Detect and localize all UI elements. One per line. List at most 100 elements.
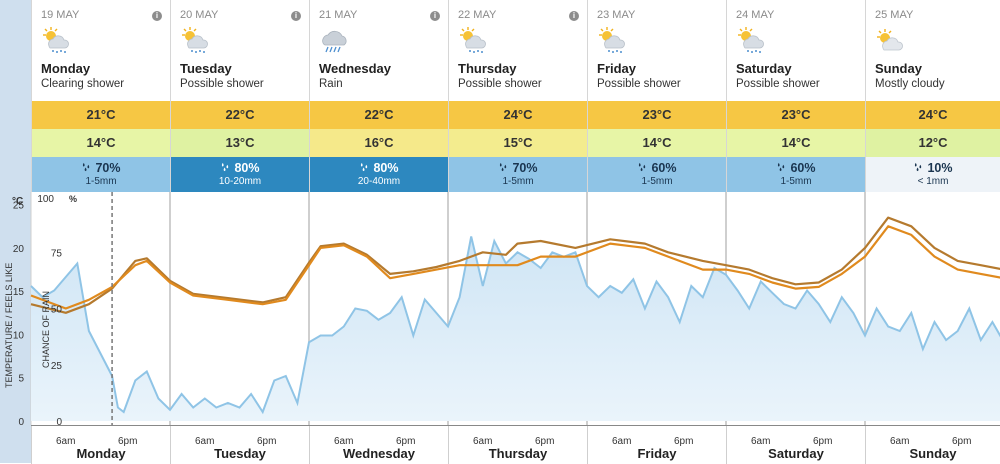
day-description: Mostly cloudy (875, 78, 945, 90)
rain-chance: 60% (651, 161, 677, 175)
day-column-tuesday[interactable]: 20 MAY i Tuesday Possible shower 22°C 13°C 80%… (170, 0, 309, 192)
hour-label-6pm: 6pm (535, 436, 555, 447)
hour-label-6am: 6am (612, 436, 632, 447)
rain-chance: 70% (512, 161, 538, 175)
rain-unit-label: % (69, 194, 77, 204)
hour-label-6pm: 6pm (396, 436, 416, 447)
hour-label-6am: 6am (56, 436, 76, 447)
rain-chance: 70% (95, 161, 121, 175)
day-axis-sunday: 6am 6pm Sunday (865, 426, 1000, 464)
temp-unit-label: °C (12, 196, 24, 207)
rain-chance: 60% (790, 161, 816, 175)
sun-cloud-rain-icon (179, 26, 211, 54)
hour-label-6am: 6am (473, 436, 493, 447)
temp-tick-label: 25 (13, 201, 25, 212)
hour-label-6pm: 6pm (118, 436, 138, 447)
temp-tick-label: 0 (18, 417, 24, 425)
day-header: 24 MAY Saturday Possible shower (727, 0, 865, 101)
day-description: Rain (319, 78, 343, 90)
day-name: Thursday (458, 61, 517, 76)
day-axis-name: Monday (76, 446, 126, 461)
min-temp: 16°C (310, 129, 448, 157)
day-date: 25 MAY (875, 9, 914, 21)
rain-cell: 60% 1-5mm (727, 157, 865, 192)
day-date: 20 MAY (180, 9, 219, 21)
rain-chance-line (30, 236, 1000, 415)
day-date: 24 MAY (736, 9, 775, 21)
rain-amount: < 1mm (917, 176, 949, 187)
rain-tick-label: 100 (37, 194, 54, 205)
info-icon[interactable]: i (152, 11, 162, 21)
daily-forecast-row: 19 MAY i Monday Clearing shower 21°C 14°C 70% 1… (31, 0, 1000, 192)
rain-tick-label: 25 (51, 361, 63, 372)
sun-cloud-rain-icon (735, 26, 767, 54)
raindrops-icon (220, 161, 234, 175)
day-column-sunday[interactable]: 25 MAY Sunday Mostly cloudy 24°C 12°C 10% < 1m… (865, 0, 1000, 192)
day-name: Sunday (875, 61, 922, 76)
rain-amount: 1-5mm (641, 176, 673, 187)
day-date: 19 MAY (41, 9, 80, 21)
max-temp: 24°C (449, 101, 587, 129)
min-temp: 13°C (171, 129, 309, 157)
day-description: Possible shower (736, 78, 820, 90)
day-column-wednesday[interactable]: 21 MAY i Wednesday Rain 22°C 16°C 80% 20-40mm (309, 0, 448, 192)
rain-tick-label: 0 (56, 417, 62, 425)
hour-label-6pm: 6pm (257, 436, 277, 447)
day-description: Clearing shower (41, 78, 125, 90)
raindrops-icon (776, 161, 790, 175)
rain-amount: 1-5mm (85, 176, 117, 187)
day-name: Tuesday (180, 61, 232, 76)
day-column-monday[interactable]: 19 MAY i Monday Clearing shower 21°C 14°C 70% 1… (31, 0, 170, 192)
rain-amount: 20-40mm (357, 176, 401, 187)
info-icon[interactable]: i (569, 11, 579, 21)
max-temp: 22°C (171, 101, 309, 129)
day-column-saturday[interactable]: 24 MAY Saturday Possible shower 23°C 14°C 60%… (726, 0, 865, 192)
hour-label-6am: 6am (334, 436, 354, 447)
day-date: 23 MAY (597, 9, 636, 21)
rain-cell: 70% 1-5mm (32, 157, 170, 192)
day-axis-name: Thursday (488, 446, 548, 461)
hour-label-6pm: 6pm (813, 436, 833, 447)
rain-tick-label: 75 (51, 248, 63, 259)
day-column-thursday[interactable]: 22 MAY i Thursday Possible shower 24°C 15°C 70… (448, 0, 587, 192)
hour-label-6pm: 6pm (674, 436, 694, 447)
day-description: Possible shower (458, 78, 542, 90)
info-icon[interactable]: i (430, 11, 440, 21)
raindrops-icon (498, 161, 512, 175)
rain-cell: 10% < 1mm (866, 157, 1000, 192)
day-axis-wednesday: 6am 6pm Wednesday (309, 426, 448, 464)
rain-chance-area (31, 236, 1000, 421)
rain-chance: 10% (927, 161, 953, 175)
max-temp: 23°C (588, 101, 726, 129)
hour-label-6pm: 6pm (952, 436, 972, 447)
day-header: 23 MAY Friday Possible shower (588, 0, 726, 101)
rain-amount: 1-5mm (502, 176, 534, 187)
day-axis-name: Saturday (768, 446, 824, 461)
hour-label-6am: 6am (195, 436, 215, 447)
rain-axis-label: CHANCE OF RAIN (41, 290, 51, 368)
day-axis-name: Friday (637, 446, 677, 461)
temp-tick-label: 5 (18, 374, 24, 385)
rain-cell: 60% 1-5mm (588, 157, 726, 192)
temp-tick-label: 10 (13, 330, 25, 341)
rain-amount: 1-5mm (780, 176, 812, 187)
sun-cloud-rain-icon (457, 26, 489, 54)
day-axis-monday: 6am 6pm Monday (31, 426, 170, 464)
cloud-rain-icon (318, 26, 350, 54)
temp-axis-label: TEMPERATURE / FEELS LIKE (4, 262, 14, 388)
rain-chance: 80% (234, 161, 260, 175)
min-temp: 14°C (32, 129, 170, 157)
rain-cell: 80% 10-20mm (171, 157, 309, 192)
day-axis-name: Sunday (909, 446, 957, 461)
day-column-friday[interactable]: 23 MAY Friday Possible shower 23°C 14°C 60% 1-… (587, 0, 726, 192)
sun-cloud-rain-icon (596, 26, 628, 54)
day-header: 21 MAY i Wednesday Rain (310, 0, 448, 101)
day-date: 21 MAY (319, 9, 358, 21)
min-temp: 12°C (866, 129, 1000, 157)
day-axis: 6am 6pm Monday 6am 6pm Tuesday 6am 6pm Wednesday… (31, 425, 1000, 464)
rain-chance: 80% (373, 161, 399, 175)
info-icon[interactable]: i (291, 11, 301, 21)
day-header: 19 MAY i Monday Clearing shower (32, 0, 170, 101)
raindrops-icon (81, 161, 95, 175)
